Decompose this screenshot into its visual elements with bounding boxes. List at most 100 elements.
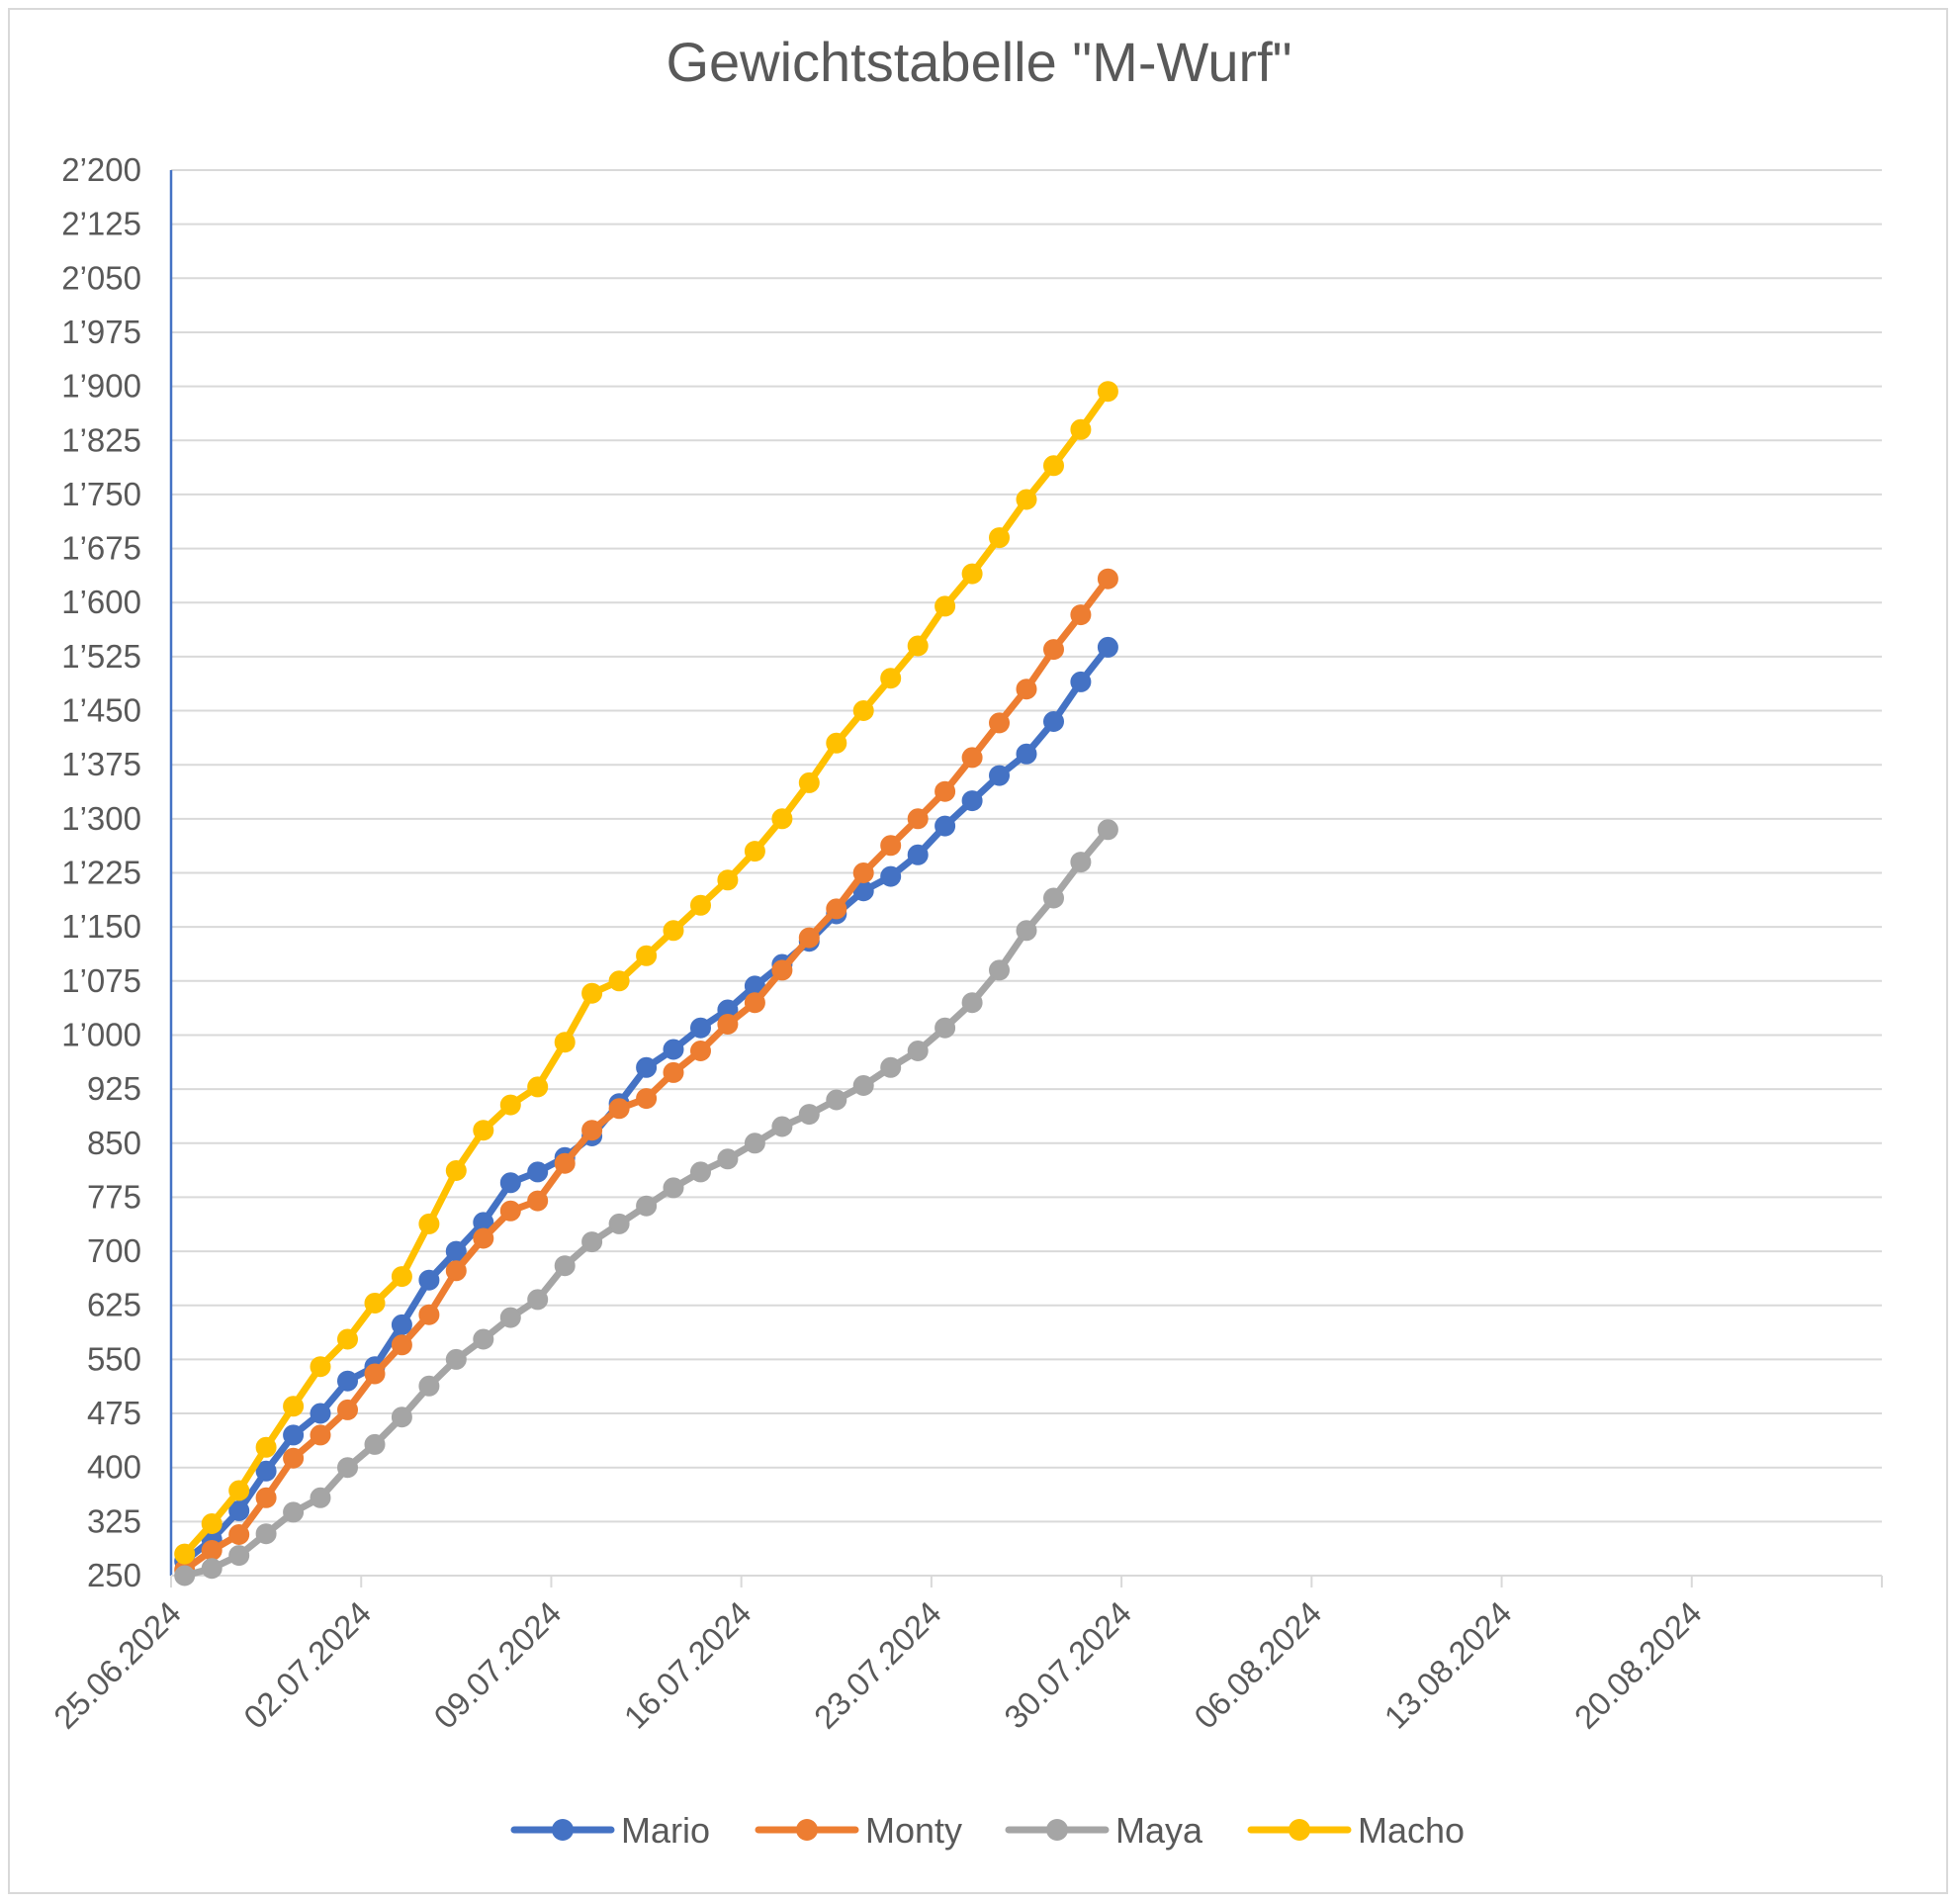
data-point <box>337 1328 358 1350</box>
x-tick-label: 25.06.2024 <box>46 1594 188 1736</box>
data-point <box>473 1227 494 1249</box>
data-point <box>798 927 820 949</box>
x-tick-label: 20.08.2024 <box>1567 1594 1709 1736</box>
data-point <box>636 1088 658 1110</box>
data-point <box>1043 455 1064 477</box>
legend-label: Monty <box>865 1810 962 1851</box>
legend-item-maya: Maya <box>1005 1810 1203 1851</box>
data-point <box>337 1370 358 1392</box>
data-point <box>852 700 874 721</box>
data-point <box>310 1424 331 1446</box>
y-tick-label: 400 <box>87 1449 141 1486</box>
y-tick-label: 325 <box>87 1502 141 1539</box>
data-point <box>554 1152 576 1174</box>
y-tick-label: 475 <box>87 1395 141 1431</box>
data-point <box>744 841 765 862</box>
y-tick-label: 625 <box>87 1287 141 1323</box>
data-point <box>1097 636 1118 658</box>
data-point <box>337 1399 358 1420</box>
data-point <box>961 563 983 585</box>
x-tick-label: 30.07.2024 <box>997 1594 1138 1736</box>
data-point <box>852 1075 874 1096</box>
data-point <box>310 1403 331 1424</box>
data-point <box>364 1363 386 1385</box>
data-point <box>989 959 1010 981</box>
data-point <box>499 1307 521 1328</box>
y-tick-label: 1’675 <box>61 530 141 567</box>
series-maya <box>174 819 1118 1587</box>
data-point <box>663 1039 684 1060</box>
data-point <box>608 970 630 992</box>
y-axis: 250 325 400 475 550 625 700 775 850 925 1’000 1’075… <box>61 151 173 1593</box>
data-point <box>690 1161 711 1183</box>
data-point <box>880 668 902 689</box>
chart-svg: Gewichtstabelle "M-Wurf" 250 325 400 475 550… <box>46 31 1883 1851</box>
y-tick-label: 925 <box>87 1070 141 1107</box>
data-point <box>663 920 684 942</box>
data-point <box>852 862 874 883</box>
data-point <box>608 1098 630 1120</box>
y-tick-label: 1’525 <box>61 638 141 675</box>
data-point <box>717 869 739 891</box>
chart-title: Gewichtstabelle "M-Wurf" <box>666 31 1291 93</box>
data-point <box>1070 418 1092 440</box>
data-point <box>934 780 956 802</box>
legend-label: Macho <box>1358 1810 1465 1851</box>
x-tick-label: 09.07.2024 <box>426 1594 568 1736</box>
x-axis: 25.06.2024 02.07.2024 09.07.2024 16.07.2024… <box>46 1575 1883 1736</box>
y-tick-label: 1’300 <box>61 800 141 837</box>
x-tick-label: 02.07.2024 <box>236 1594 378 1736</box>
data-point <box>554 1032 576 1053</box>
y-tick-label: 1’825 <box>61 421 141 458</box>
data-point <box>1070 604 1092 626</box>
y-tick-label: 1’600 <box>61 584 141 620</box>
data-point <box>880 835 902 857</box>
y-tick-label: 2’125 <box>61 206 141 242</box>
y-tick-label: 1’000 <box>61 1016 141 1052</box>
data-point <box>961 992 983 1014</box>
y-tick-label: 550 <box>87 1340 141 1377</box>
data-point <box>337 1457 358 1479</box>
data-point <box>581 1231 603 1253</box>
data-point <box>934 595 956 617</box>
data-point <box>527 1161 549 1183</box>
gridlines <box>171 169 1882 1577</box>
y-tick-label: 2’200 <box>61 151 141 188</box>
legend-swatch-marker <box>1289 1819 1310 1841</box>
data-point <box>418 1375 440 1397</box>
data-point <box>201 1558 222 1580</box>
data-point <box>608 1213 630 1234</box>
data-point <box>418 1304 440 1325</box>
data-point <box>499 1094 521 1116</box>
data-point <box>961 747 983 769</box>
data-point <box>554 1255 576 1277</box>
legend-swatch-marker <box>1046 1819 1068 1841</box>
chart-frame: Gewichtstabelle "M-Wurf" 250 325 400 475 550… <box>8 8 1948 1894</box>
data-point <box>907 635 929 657</box>
data-point <box>1043 711 1064 732</box>
data-point <box>228 1480 250 1501</box>
data-point <box>771 1116 793 1137</box>
data-point <box>255 1487 277 1508</box>
data-point <box>989 712 1010 734</box>
data-point <box>228 1524 250 1545</box>
data-point <box>1097 568 1118 589</box>
data-point <box>690 1017 711 1039</box>
data-point <box>445 1348 467 1370</box>
data-point <box>934 1017 956 1039</box>
data-point <box>826 1089 847 1111</box>
data-point <box>744 992 765 1014</box>
data-point <box>174 1565 196 1587</box>
data-point <box>744 1133 765 1154</box>
data-point <box>663 1061 684 1083</box>
data-point <box>690 1041 711 1061</box>
data-point <box>989 527 1010 549</box>
x-tick-label: 16.07.2024 <box>617 1594 758 1736</box>
data-point <box>771 808 793 830</box>
y-tick-label: 1’750 <box>61 476 141 512</box>
data-point <box>391 1266 412 1288</box>
data-point <box>283 1424 305 1446</box>
legend-label: Mario <box>621 1810 710 1851</box>
data-point <box>255 1436 277 1458</box>
data-point <box>961 790 983 812</box>
